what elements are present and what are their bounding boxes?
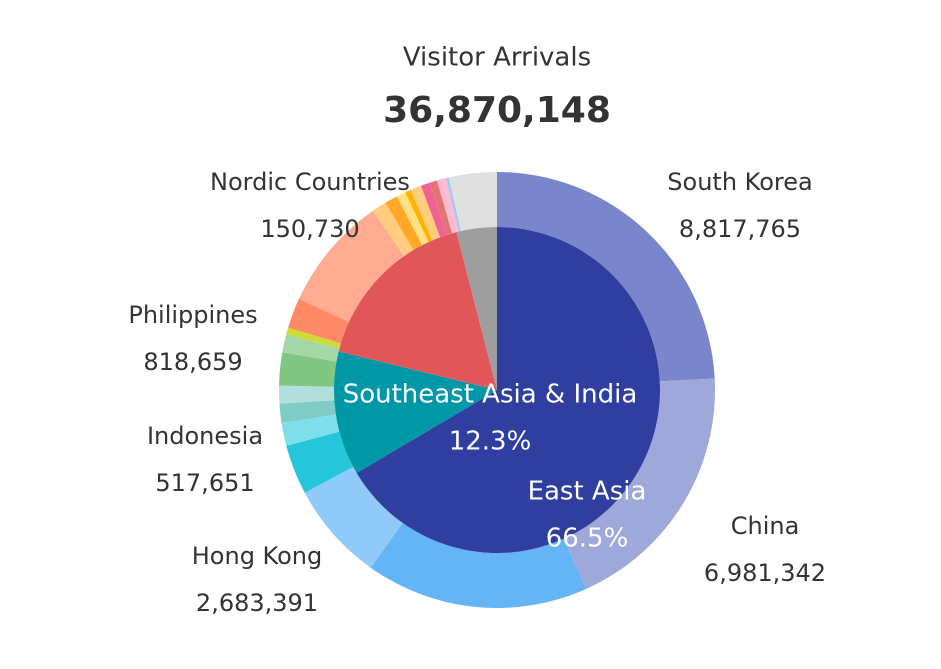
segment-value: 8,817,765 xyxy=(679,215,801,243)
region-label: East Asia xyxy=(528,477,647,507)
outer-segment xyxy=(563,378,715,589)
segment-label: Indonesia xyxy=(147,422,263,450)
region-label: Southeast Asia & India xyxy=(343,380,638,410)
segment-value: 818,659 xyxy=(143,348,242,376)
outer-segment xyxy=(288,298,349,344)
outer-segment xyxy=(370,522,587,608)
outer-segment xyxy=(448,172,497,232)
segment-label: China xyxy=(731,512,800,540)
segment-value: 517,651 xyxy=(155,469,254,497)
segment-label: Hong Kong xyxy=(192,542,322,570)
outer-segment xyxy=(286,431,354,493)
outer-segment xyxy=(405,189,433,243)
outer-segment xyxy=(279,352,337,387)
inner-segment xyxy=(333,351,497,473)
segment-value: 6,981,342 xyxy=(704,559,826,587)
outer-segment xyxy=(298,210,405,322)
outer-segment xyxy=(396,192,429,246)
outer-segment xyxy=(436,178,458,234)
outer-segment xyxy=(410,185,441,241)
outer-segment xyxy=(372,202,414,257)
outer-segment xyxy=(279,400,336,423)
segment-value: 150,730 xyxy=(260,215,359,243)
segment-label: Nordic Countries xyxy=(210,168,410,196)
outer-segment xyxy=(429,180,453,235)
inner-segment xyxy=(338,232,497,390)
chart-title: Visitor Arrivals xyxy=(403,43,591,73)
segment-value: 2,683,391 xyxy=(196,589,318,617)
outer-segment xyxy=(279,385,335,404)
outer-segment xyxy=(281,414,340,446)
outer-segment xyxy=(497,172,715,382)
segment-label: Philippines xyxy=(128,301,257,329)
total-value: 36,870,148 xyxy=(383,90,611,131)
region-value: 66.5% xyxy=(546,524,629,554)
outer-segment xyxy=(304,466,403,568)
outer-segment xyxy=(420,182,447,238)
outer-segment xyxy=(443,177,460,232)
outer-segment xyxy=(286,327,341,349)
outer-segment xyxy=(282,334,340,362)
region-value: 12.3% xyxy=(449,427,532,457)
inner-segment xyxy=(356,227,660,553)
inner-segment xyxy=(456,227,497,390)
outer-segment xyxy=(385,196,423,250)
segment-label: South Korea xyxy=(667,168,812,196)
outer-segment xyxy=(446,177,461,232)
